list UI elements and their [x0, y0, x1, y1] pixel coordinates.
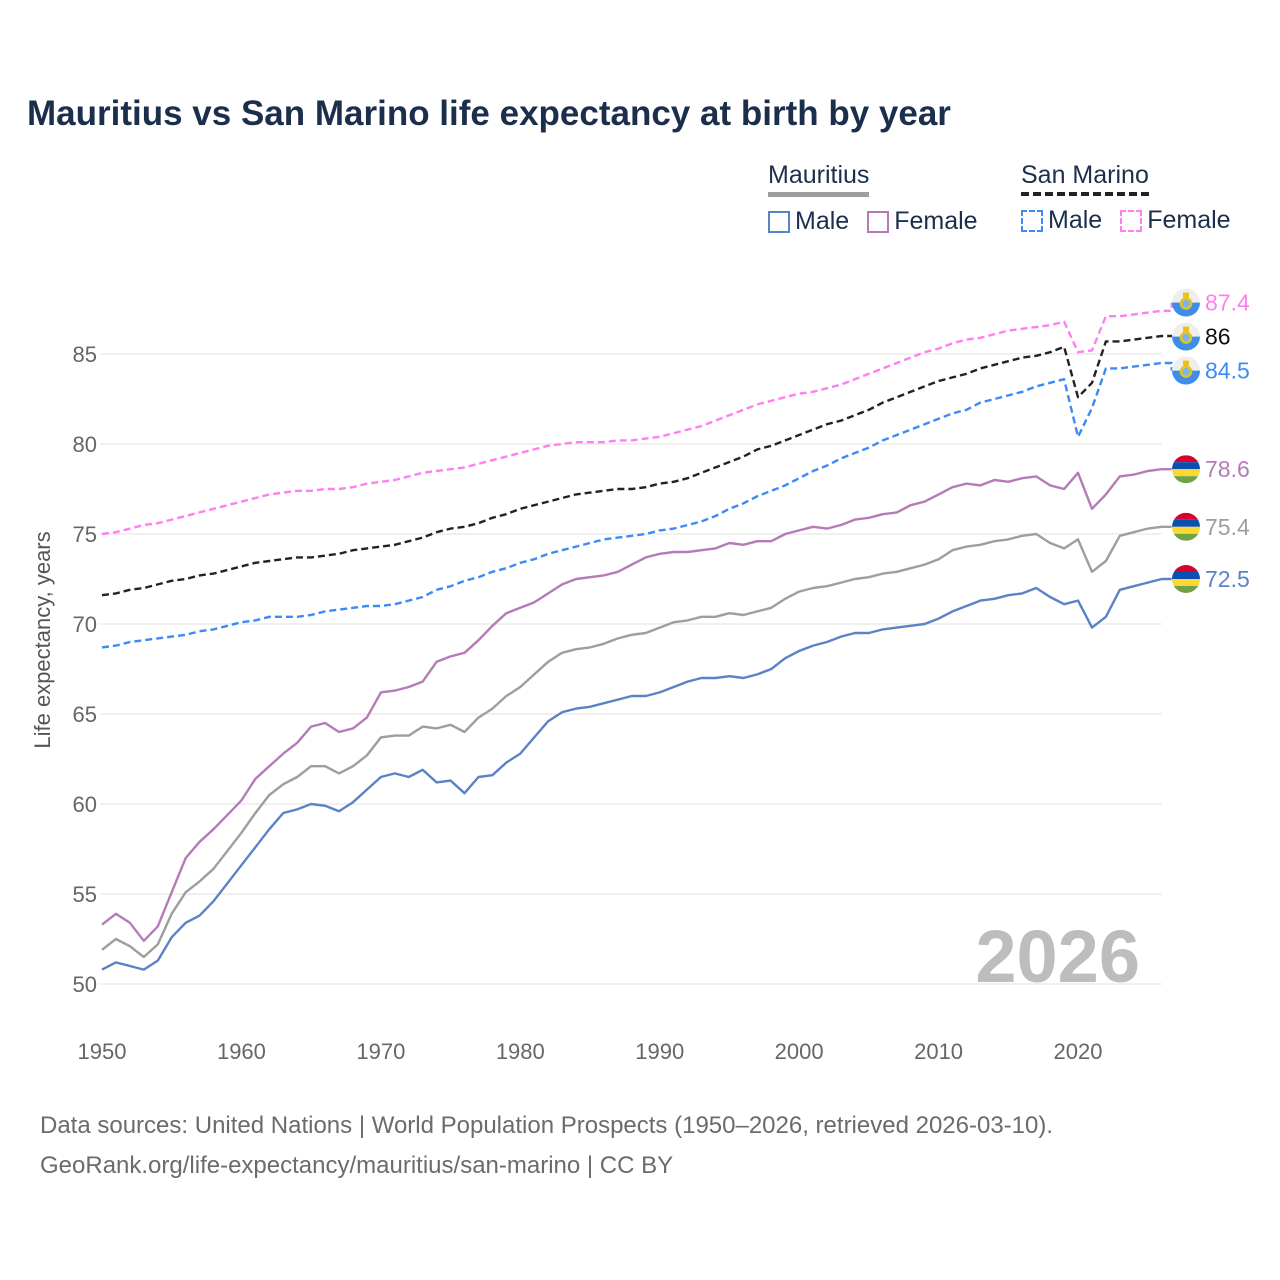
series-lines	[101, 302, 1173, 971]
y-tick-label: 70	[73, 612, 97, 637]
san-marino-flag-icon	[1172, 322, 1200, 351]
legend-label: Male	[1048, 206, 1103, 234]
end-labels: 87.4 86 84.5 78.6 75.4 72.5	[1172, 288, 1250, 593]
san-marino-flag-icon	[1172, 288, 1200, 317]
flag-stripe	[1172, 462, 1200, 470]
flag-emblem	[1179, 297, 1193, 310]
grid-lines	[100, 353, 1162, 985]
legend-item-san-marino-male[interactable]: Male	[1021, 206, 1102, 235]
y-tick-label: 60	[73, 792, 97, 817]
legend-swatch-solid	[867, 210, 890, 233]
flag-crown	[1183, 360, 1189, 366]
x-tick-label: 2020	[1054, 1039, 1103, 1064]
flag-stripe	[1172, 519, 1200, 527]
end-value-label: 78.6	[1205, 456, 1250, 482]
legend-heading-mauritius: Mauritius	[768, 161, 870, 197]
x-tick-label: 2010	[914, 1039, 963, 1064]
flag-stripe	[1172, 565, 1200, 572]
series-line-mauritius-male	[101, 577, 1172, 971]
flag-stripe	[1172, 512, 1200, 520]
legend-item-mauritius-female[interactable]: Female	[867, 207, 978, 236]
end-value-label: 72.5	[1205, 566, 1250, 592]
mauritius-flag-icon	[1172, 455, 1200, 484]
x-tick-label: 1970	[356, 1039, 405, 1064]
flag-stripe	[1172, 586, 1200, 593]
end-value-label: 87.4	[1205, 290, 1250, 316]
legend-item-mauritius-male[interactable]: Male	[768, 207, 849, 236]
y-tick-label: 55	[73, 882, 97, 907]
series-line-san-marino	[101, 334, 1173, 597]
flag-stripe	[1172, 579, 1200, 586]
series-line-mauritius	[101, 525, 1172, 959]
chart-title: Mauritius vs San Marino life expectancy …	[27, 94, 951, 133]
source-url-text[interactable]: GeoRank.org/life-expectancy/mauritius/sa…	[40, 1152, 674, 1179]
x-axis-ticks: 1950 1960 1970 1980 1990 2000 2010 2020	[78, 1039, 1103, 1064]
series-line-mauritius-female	[101, 468, 1172, 942]
legend-item-san-marino-female[interactable]: Female	[1120, 206, 1231, 235]
y-tick-label: 65	[73, 702, 97, 727]
legend-swatch-solid	[768, 210, 790, 233]
y-tick-label: 50	[73, 972, 97, 997]
x-tick-label: 1960	[217, 1039, 266, 1064]
series-line-san-marino-female	[101, 302, 1173, 536]
flag-crown	[1183, 326, 1189, 332]
y-axis-label: Life expectancy, years	[30, 531, 55, 748]
y-tick-label: 80	[73, 432, 97, 457]
flag-stripe	[1172, 526, 1200, 534]
legend-heading-san-marino: San Marino	[1021, 161, 1149, 196]
legend-label: Female	[894, 207, 978, 235]
legend-label: Female	[1147, 206, 1231, 234]
flag-stripe	[1172, 476, 1200, 484]
y-tick-label: 75	[73, 522, 97, 547]
legend-group-mauritius: Mauritius Male Female	[768, 161, 978, 236]
legend-label: Male	[795, 207, 850, 235]
series-line-san-marino-male	[101, 361, 1173, 649]
x-tick-label: 1950	[78, 1039, 127, 1064]
mauritius-flag-icon	[1172, 512, 1200, 541]
legend-group-san-marino: San Marino Male Female	[1021, 161, 1231, 235]
x-tick-label: 1990	[635, 1039, 684, 1064]
mauritius-flag-icon	[1172, 565, 1200, 593]
data-source-text: Data sources: United Nations | World Pop…	[40, 1112, 1054, 1139]
flag-crown	[1183, 292, 1189, 298]
end-value-label: 86	[1205, 324, 1231, 350]
flag-stripe	[1172, 455, 1200, 463]
x-tick-label: 1980	[496, 1039, 545, 1064]
legend-swatch-dashed	[1120, 209, 1143, 232]
year-watermark: 2026	[975, 915, 1140, 998]
end-value-label: 84.5	[1205, 358, 1250, 384]
flag-stripe	[1172, 533, 1200, 541]
flag-emblem	[1179, 365, 1193, 378]
flag-stripe	[1172, 469, 1200, 477]
legend-swatch-dashed	[1021, 209, 1043, 232]
flag-emblem	[1179, 331, 1193, 344]
end-value-label: 75.4	[1205, 514, 1250, 540]
y-tick-label: 85	[73, 342, 97, 367]
x-tick-label: 2000	[775, 1039, 824, 1064]
footer: Data sources: United Nations | World Pop…	[40, 1106, 1053, 1186]
san-marino-flag-icon	[1172, 356, 1200, 385]
flag-stripe	[1172, 572, 1200, 579]
y-axis-ticks: 50 55 60 65 70 75 80 85	[73, 342, 97, 997]
